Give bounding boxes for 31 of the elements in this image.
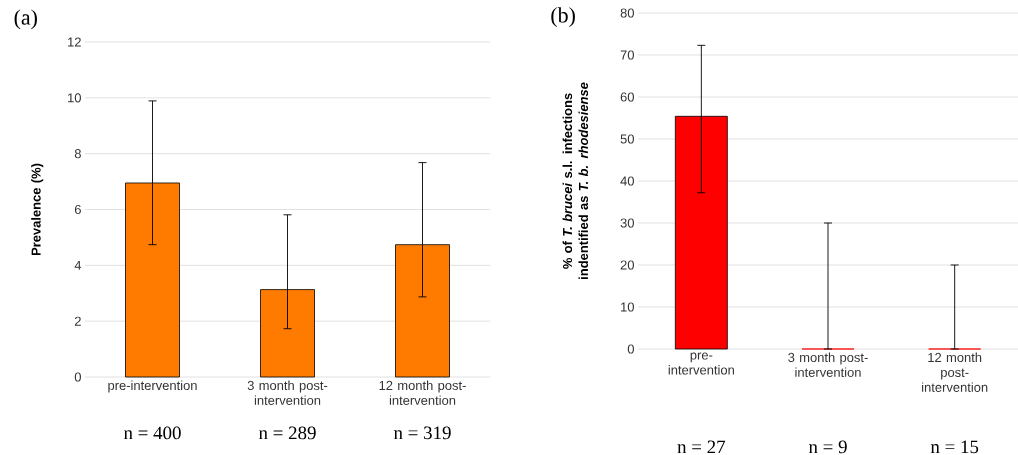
text: n = 289 <box>258 426 316 440</box>
y-tick-label: 30 <box>620 218 634 228</box>
chart-title: (a) <box>14 9 37 30</box>
x-tick-label: 3 month post-intervention <box>247 380 328 405</box>
y-tick-label: 6 <box>74 204 81 215</box>
y-tick-label: 70 <box>620 50 634 60</box>
y-tick-label: 10 <box>621 302 634 312</box>
y-tick-label: 60 <box>620 92 634 102</box>
y-tick-label: 8 <box>74 149 81 159</box>
x-tick-label: 12 month post-intervention <box>379 380 466 405</box>
text: n = 27 <box>677 440 726 454</box>
text: n = 15 <box>930 440 979 454</box>
y-tick-label: 4 <box>74 260 82 270</box>
y-tick-label: 10 <box>68 93 81 103</box>
text: n = 9 <box>808 440 847 454</box>
y-tick-label: 0 <box>74 372 81 382</box>
y-axis-title: Prevalence (%) <box>31 163 44 256</box>
chart-title: (b) <box>551 7 575 28</box>
y-tick-label: 50 <box>620 134 634 144</box>
x-tick-label: 12 month post-intervention <box>922 352 988 392</box>
y-tick-label: 0 <box>627 344 634 354</box>
x-tick-label: pre-intervention <box>108 380 197 393</box>
y-tick-label: 12 <box>68 37 81 47</box>
x-tick-label: 3 month post-intervention <box>788 352 868 377</box>
x-tick-label: pre-intervention <box>668 352 734 375</box>
y-tick-label: 20 <box>620 260 634 270</box>
text: n = 319 <box>393 426 451 440</box>
y-tick-label: 40 <box>620 176 634 186</box>
y-tick-label: 80 <box>620 8 634 18</box>
text: n = 400 <box>123 426 181 440</box>
y-tick-label: 2 <box>74 316 81 326</box>
